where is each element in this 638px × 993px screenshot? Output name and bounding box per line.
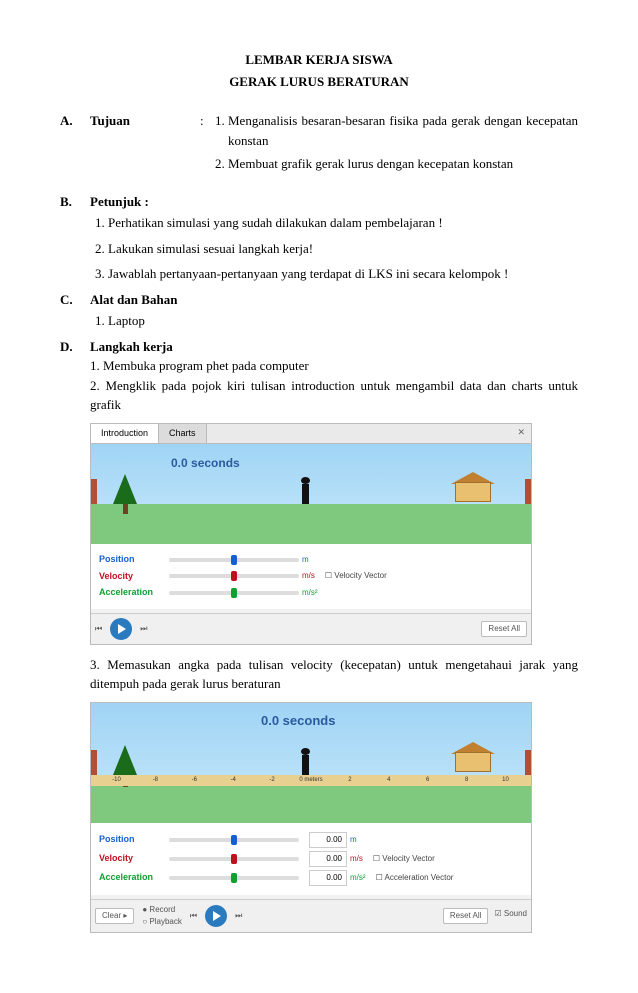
house-icon <box>455 482 491 502</box>
position-slider[interactable] <box>169 838 299 842</box>
position-label: Position <box>99 553 169 567</box>
play-icon <box>118 624 126 634</box>
wall-left <box>91 479 97 504</box>
close-icon[interactable]: ✕ <box>511 424 531 444</box>
time-label: 0.0 seconds <box>261 711 335 731</box>
position-unit: m <box>302 554 309 566</box>
alat-list: Laptop <box>90 311 578 331</box>
wall-left <box>91 750 97 775</box>
house-icon <box>455 752 491 772</box>
ruler: -10-8-6 -4-20 meters 246 810 <box>91 775 531 786</box>
list-item: Menganalisis besaran-besaran fisika pada… <box>228 111 578 150</box>
section-d: D. Langkah kerja <box>60 337 578 357</box>
position-label: Position <box>99 833 169 847</box>
velocity-unit: m/s <box>302 570 315 582</box>
acceleration-unit: m/s² <box>350 872 366 884</box>
tree-icon <box>113 474 137 504</box>
tab-charts[interactable]: Charts <box>159 424 207 444</box>
man-figure[interactable] <box>302 484 309 504</box>
play-button[interactable] <box>205 905 227 927</box>
rewind-button[interactable]: ⏮ <box>190 910 197 922</box>
play-icon <box>213 911 221 921</box>
tab-introduction[interactable]: Introduction <box>91 424 159 444</box>
section-a: A. Tujuan : Menganalisis besaran-besaran… <box>60 111 578 178</box>
acceleration-input[interactable]: 0.00 <box>309 870 347 886</box>
section-c: C. Alat dan Bahan <box>60 290 578 310</box>
velocity-unit: m/s <box>350 853 363 865</box>
reset-button[interactable]: Reset All <box>481 621 527 637</box>
tree-trunk <box>123 504 128 514</box>
velocity-input[interactable]: 0.00 <box>309 851 347 867</box>
section-b: B. Petunjuk : <box>60 192 578 212</box>
section-name-tujuan: Tujuan <box>90 111 200 178</box>
step-3: 3. Memasukan angka pada tulisan velocity… <box>90 655 578 694</box>
page-title: LEMBAR KERJA SISWA <box>60 50 578 70</box>
man-figure[interactable] <box>302 755 309 775</box>
sound-check[interactable]: ☑ Sound <box>494 908 527 924</box>
tree-icon <box>113 745 137 775</box>
list-item: Jawablah pertanyaan-pertanyaan yang terd… <box>108 264 578 284</box>
acceleration-label: Acceleration <box>99 586 169 600</box>
acceleration-label: Acceleration <box>99 871 169 885</box>
section-letter: C. <box>60 290 90 310</box>
page-subtitle: GERAK LURUS BERATURAN <box>60 72 578 92</box>
playback-label[interactable]: Playback <box>149 917 181 926</box>
position-unit: m <box>350 834 357 846</box>
section-name-petunjuk: Petunjuk : <box>90 192 200 212</box>
position-input[interactable]: 0.00 <box>309 832 347 848</box>
step-1: 1. Membuka program phet pada computer <box>90 356 578 376</box>
section-name-alat: Alat dan Bahan <box>90 290 200 310</box>
clear-button[interactable]: Clear ▸ <box>95 908 134 924</box>
section-letter: D. <box>60 337 90 357</box>
forward-button[interactable]: ⏭ <box>140 623 147 635</box>
wall-right <box>525 750 531 775</box>
phet-screenshot-1: Introduction Charts ✕ 0.0 seconds Positi… <box>90 423 578 645</box>
colon: : <box>200 111 210 178</box>
velocity-vector-check[interactable]: ☐ Velocity Vector <box>373 853 435 865</box>
list-item: Lakukan simulasi sesuai langkah kerja! <box>108 239 578 259</box>
acceleration-slider[interactable] <box>169 876 299 880</box>
list-item: Laptop <box>108 311 578 331</box>
wall-right <box>525 479 531 504</box>
step-2: 2. Mengklik pada pojok kiri tulisan intr… <box>90 376 578 415</box>
time-label: 0.0 seconds <box>171 454 240 472</box>
position-slider[interactable] <box>169 558 299 562</box>
section-name-langkah: Langkah kerja <box>90 337 200 357</box>
phet-screenshot-2: 0.0 seconds -10-8-6 -4-20 meters 246 810… <box>90 702 578 933</box>
velocity-label: Velocity <box>99 852 169 866</box>
reset-button[interactable]: Reset All <box>443 908 489 924</box>
play-button[interactable] <box>110 618 132 640</box>
list-item: Membuat grafik gerak lurus dengan kecepa… <box>228 154 578 174</box>
velocity-label: Velocity <box>99 570 169 584</box>
acceleration-vector-check[interactable]: ☐ Acceleration Vector <box>376 872 454 884</box>
record-label[interactable]: Record <box>149 905 175 914</box>
velocity-vector-check[interactable]: ☐ Velocity Vector <box>325 570 387 582</box>
acceleration-unit: m/s² <box>302 587 318 599</box>
section-letter: A. <box>60 111 90 178</box>
velocity-slider[interactable] <box>169 574 299 578</box>
velocity-slider[interactable] <box>169 857 299 861</box>
list-item: Perhatikan simulasi yang sudah dilakukan… <box>108 213 578 233</box>
acceleration-slider[interactable] <box>169 591 299 595</box>
forward-button[interactable]: ⏭ <box>235 910 242 922</box>
petunjuk-list: Perhatikan simulasi yang sudah dilakukan… <box>90 213 578 284</box>
section-letter: B. <box>60 192 90 212</box>
rewind-button[interactable]: ⏮ <box>95 623 102 635</box>
